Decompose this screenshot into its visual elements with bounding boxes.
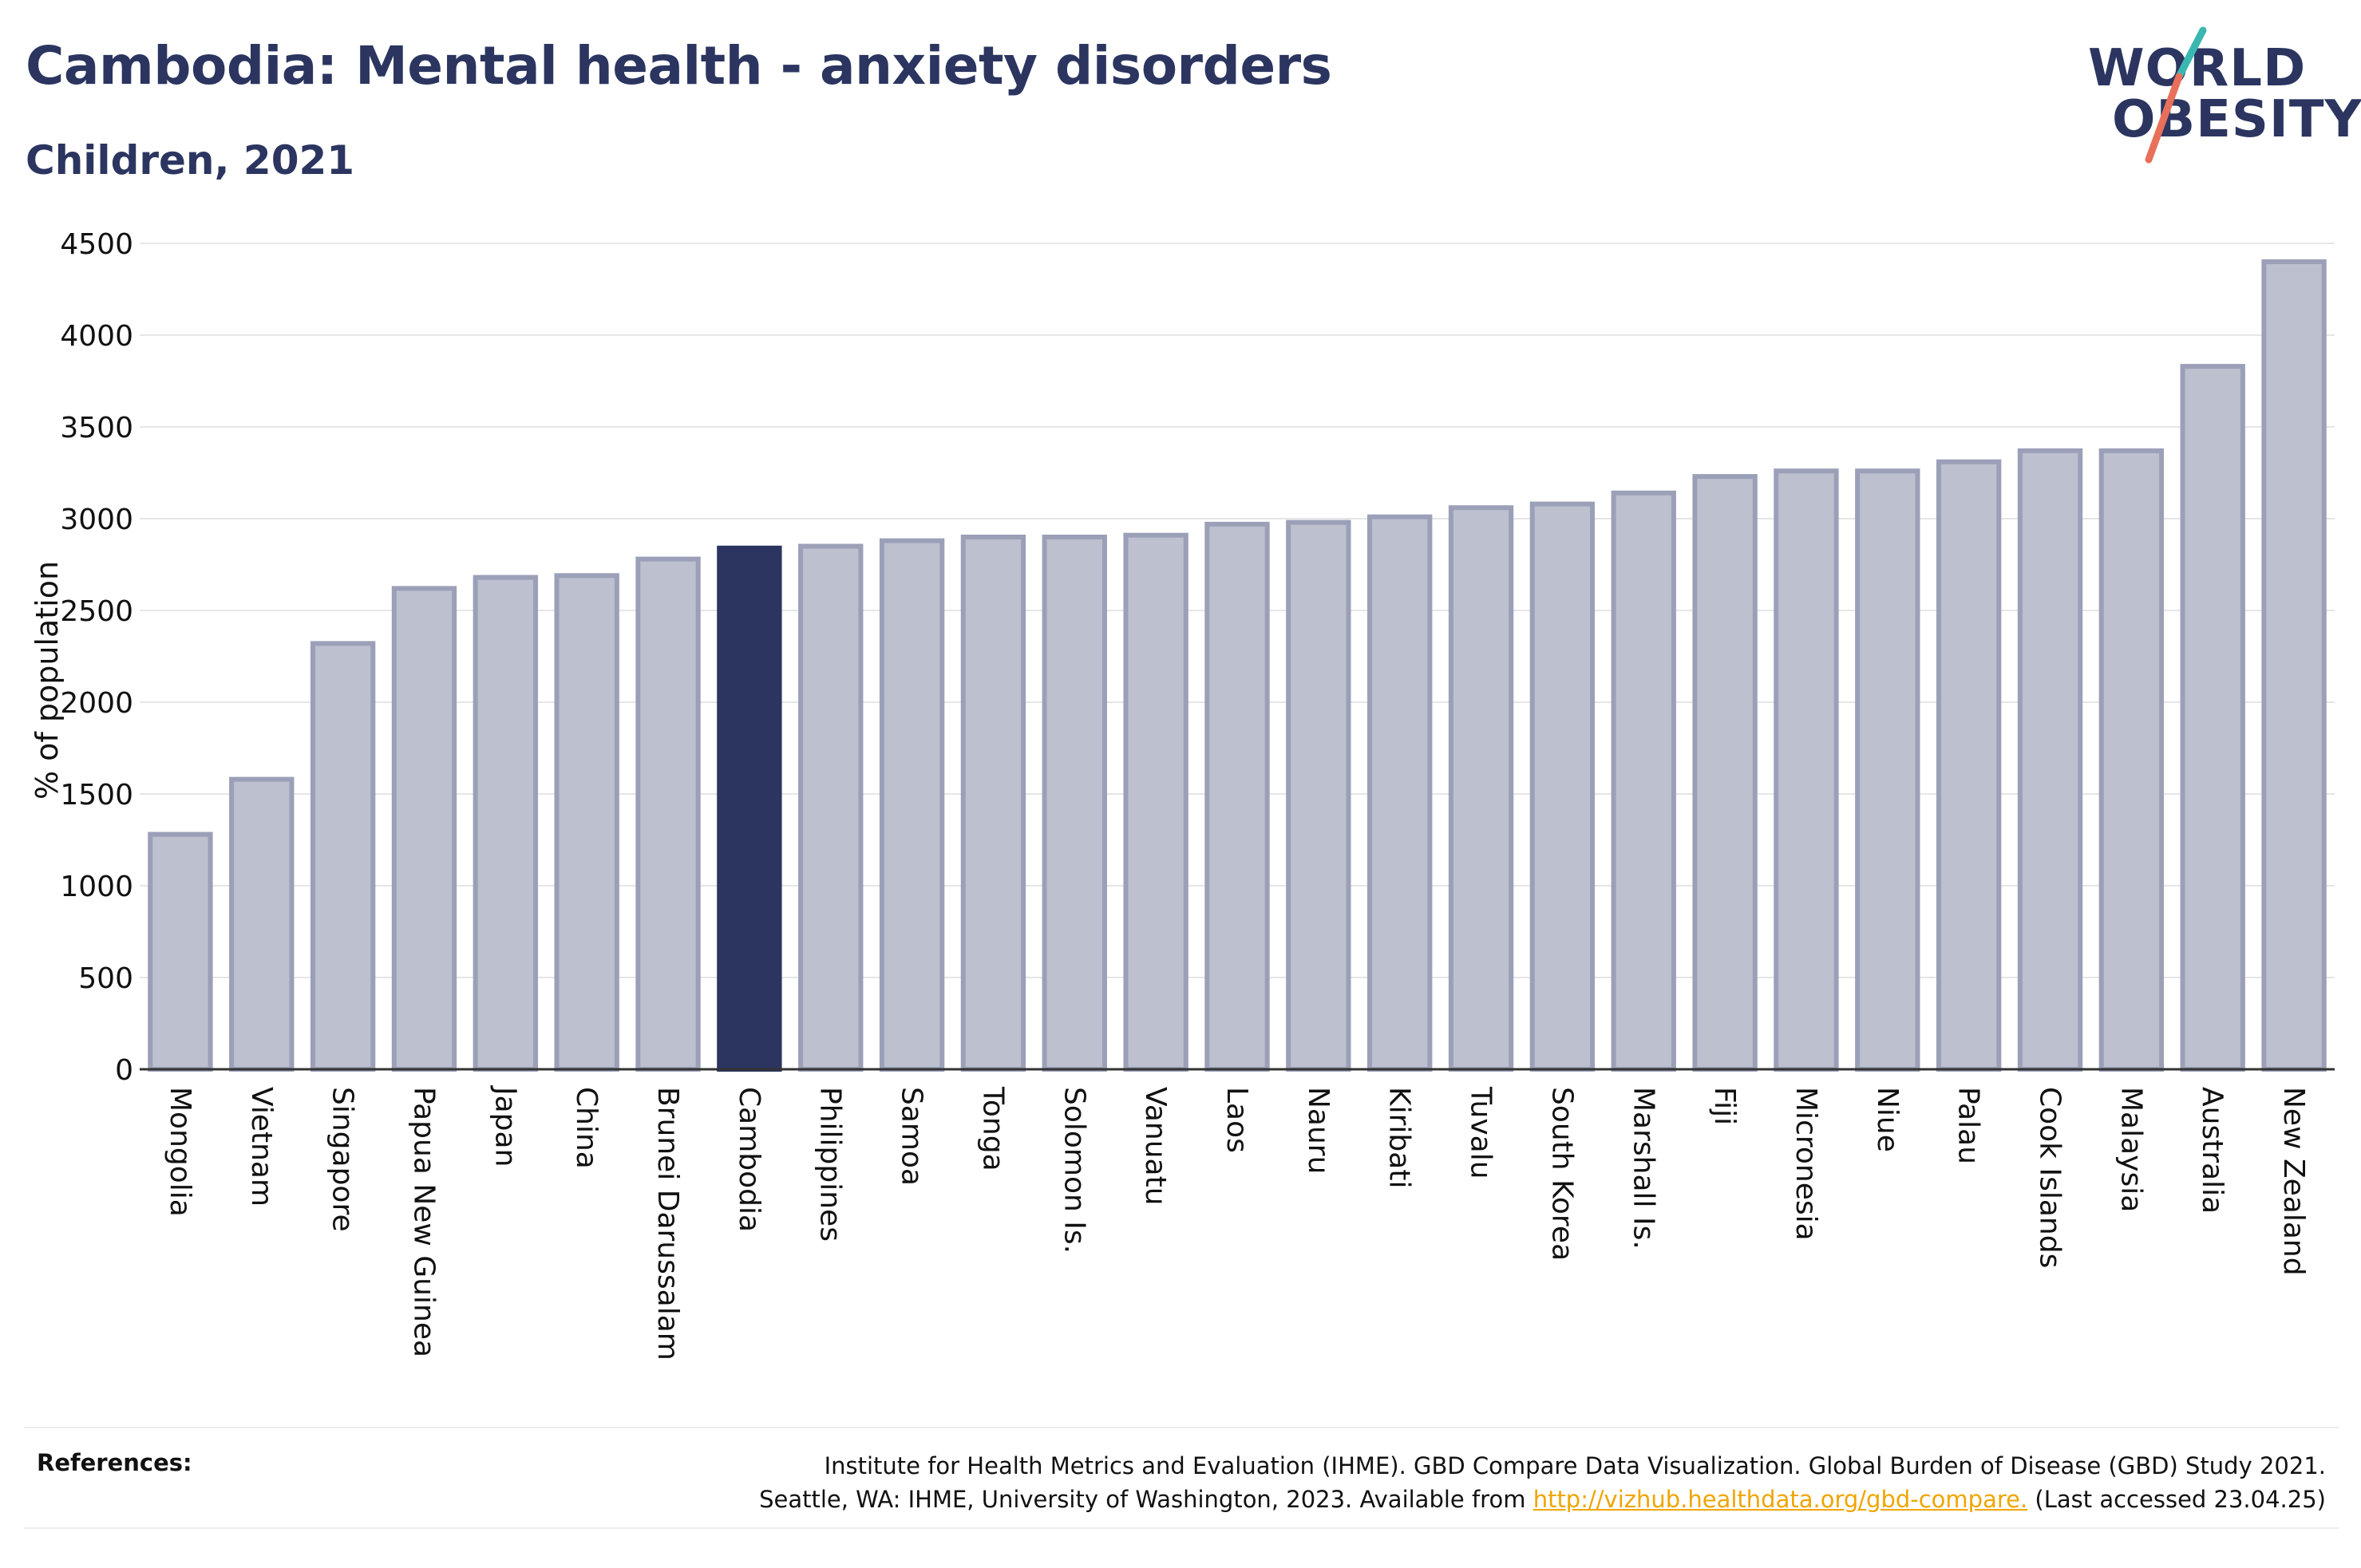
x-tick-label: New Zealand	[2277, 1087, 2310, 1276]
x-tick-label: China	[570, 1087, 603, 1169]
y-tick-label: 3500	[60, 412, 133, 444]
y-tick-label: 2000	[60, 687, 133, 720]
bar	[391, 586, 457, 1072]
bar	[1529, 501, 1596, 1072]
x-tick-label: Brunei Darussalam	[651, 1087, 684, 1361]
x-tick-label: Malaysia	[2114, 1087, 2147, 1212]
references-panel: References: Institute for Health Metrics…	[24, 1427, 2339, 1529]
references-line2-suffix: (Last accessed 23.04.25)	[2027, 1486, 2326, 1514]
bar	[473, 575, 539, 1072]
y-tick-label: 1000	[60, 871, 133, 903]
x-tick-label: Vietnam	[245, 1087, 278, 1207]
x-tick-label: Vanuatu	[1139, 1087, 1172, 1206]
bar	[1855, 468, 1920, 1072]
bar	[879, 538, 945, 1072]
x-tick-label: Papua New Guinea	[407, 1087, 440, 1357]
bar	[1448, 505, 1514, 1072]
x-tick-label: Cambodia	[733, 1087, 765, 1232]
bar	[2098, 448, 2165, 1072]
bar	[229, 776, 295, 1072]
x-tick-label: South Korea	[1545, 1087, 1578, 1261]
x-tick-label: Palau	[1952, 1087, 1985, 1164]
references-line2-prefix: Seattle, WA: IHME, University of Washing…	[759, 1486, 1533, 1514]
logo-text-world: WORLD	[2088, 39, 2307, 98]
bar	[960, 535, 1026, 1072]
y-axis-title: % of population	[30, 561, 65, 800]
bar	[798, 543, 864, 1072]
gbd-compare-link[interactable]: http://vizhub.healthdata.org/gbd-compare…	[1532, 1486, 2028, 1514]
x-tick-label: Solomon Is.	[1058, 1087, 1090, 1254]
x-tick-label: Mongolia	[164, 1087, 196, 1217]
bar	[1204, 521, 1270, 1072]
x-tick-label: Samoa	[896, 1087, 928, 1186]
y-tick-label: 4000	[60, 320, 133, 353]
bar	[1286, 519, 1351, 1072]
x-tick-label: Cook Islands	[2034, 1087, 2066, 1268]
y-tick-label: 3000	[60, 504, 133, 536]
bar	[1123, 532, 1188, 1072]
world-obesity-logo: WORLD OBESITY	[2083, 24, 2361, 168]
bar	[2017, 448, 2083, 1072]
bar	[1042, 535, 1107, 1072]
chart-title: Cambodia: Mental health - anxiety disord…	[26, 35, 1332, 97]
bar-chart: 0 500 1000 1500 2000 2500 3000 3500 4000 4500 % of…	[30, 228, 2335, 1361]
x-tick-label: Kiribati	[1383, 1087, 1416, 1188]
x-tick-label: Australia	[2196, 1087, 2229, 1214]
bar	[2180, 364, 2245, 1072]
references-text: Institute for Health Metrics and Evaluat…	[759, 1449, 2326, 1516]
y-tick-label: 4500	[60, 228, 133, 261]
x-tick-label: Micronesia	[1790, 1087, 1822, 1241]
bar	[310, 641, 376, 1072]
x-tick-label: Singapore	[326, 1087, 359, 1232]
x-tick-label: Marshall Is.	[1627, 1087, 1659, 1250]
x-tick-label: Japan	[488, 1085, 521, 1167]
bar	[2261, 259, 2327, 1072]
x-tick-label: Tonga	[976, 1086, 1009, 1171]
x-tick-label: Tuvalu	[1465, 1086, 1497, 1179]
bar	[1774, 468, 1839, 1072]
x-tick-label: Niue	[1871, 1087, 1904, 1152]
bar	[1936, 459, 2002, 1072]
logo-slash-icon	[2145, 26, 2207, 164]
references-label: References:	[37, 1449, 192, 1476]
bar	[1611, 490, 1676, 1072]
bar	[148, 831, 213, 1072]
y-tick-label: 0	[115, 1054, 133, 1087]
references-line1: Institute for Health Metrics and Evaluat…	[824, 1452, 2326, 1479]
x-tick-label: Nauru	[1302, 1087, 1335, 1174]
bar	[554, 573, 619, 1072]
bar	[1692, 474, 1758, 1072]
chart-subtitle: Children, 2021	[26, 137, 355, 184]
bar	[1367, 514, 1433, 1072]
y-tick-label: 1500	[60, 779, 133, 812]
x-tick-label: Philippines	[814, 1087, 847, 1242]
x-tick-label: Laos	[1220, 1087, 1253, 1153]
y-tick-label: 500	[78, 962, 133, 995]
bar	[635, 556, 701, 1072]
y-tick-label: 2500	[60, 595, 133, 628]
bar	[717, 545, 782, 1072]
x-tick-label: Fiji	[1708, 1087, 1741, 1125]
